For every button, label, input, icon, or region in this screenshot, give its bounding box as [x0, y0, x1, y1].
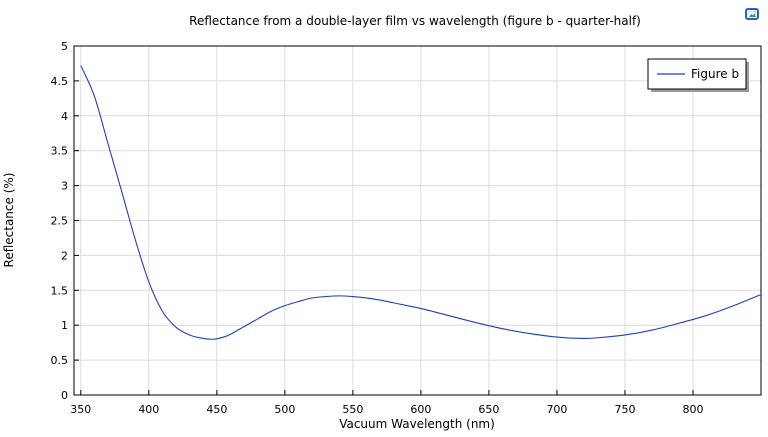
axis-ticks: 350 400 450 500 550 600 650 700 750 800 0 0.5 1 1.5 2 2…	[51, 40, 704, 416]
export-image-icon	[745, 8, 759, 20]
y-tick-label: 5	[61, 40, 68, 53]
x-tick-label: 450	[206, 403, 227, 416]
x-tick-label: 500	[274, 403, 295, 416]
y-tick-label: 4.5	[51, 75, 69, 88]
x-axis-label: Vacuum Wavelength (nm)	[339, 417, 495, 431]
y-tick-label: 3	[61, 180, 68, 193]
legend-label-figure-b: Figure b	[691, 67, 739, 81]
x-tick-label: 400	[138, 403, 159, 416]
series-layer	[80, 65, 762, 340]
x-tick-label: 800	[682, 403, 703, 416]
chart-title: Reflectance from a double-layer film vs …	[189, 14, 641, 28]
y-axis-label: Reflectance (%)	[2, 173, 16, 268]
y-tick-label: 2	[61, 249, 68, 262]
x-tick-label: 650	[478, 403, 499, 416]
export-image-button[interactable]	[744, 6, 760, 22]
series-line-0	[80, 65, 762, 340]
legend: Figure b	[647, 58, 749, 92]
y-tick-label: 1.5	[51, 284, 69, 297]
x-tick-label: 750	[614, 403, 635, 416]
y-tick-label: 4	[61, 110, 68, 123]
x-tick-label: 700	[546, 403, 567, 416]
y-tick-label: 0.5	[51, 354, 69, 367]
y-tick-label: 0	[61, 389, 68, 402]
y-tick-label: 1	[61, 319, 68, 332]
y-tick-label: 2.5	[51, 215, 69, 228]
x-tick-label: 550	[342, 403, 363, 416]
x-tick-label: 600	[410, 403, 431, 416]
y-tick-label: 3.5	[51, 145, 69, 158]
x-tick-label: 350	[70, 403, 91, 416]
